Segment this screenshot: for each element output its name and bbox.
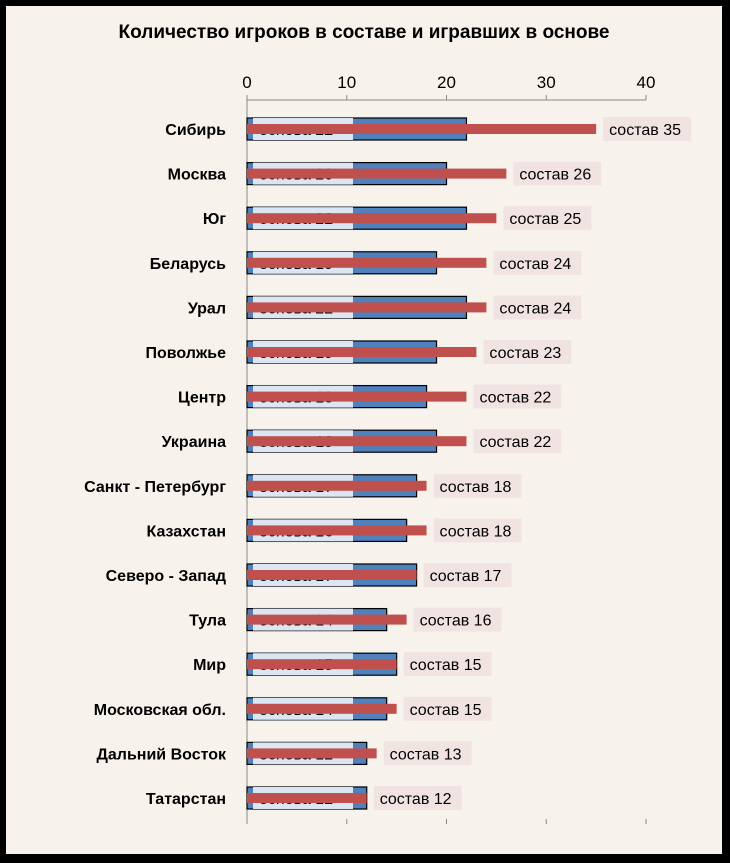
category-label: Северо - Запад [106,568,226,585]
category-label: Мир [193,657,226,674]
total-bar [247,480,427,491]
total-data-label: состав 35 [609,122,681,139]
category-label: Урал [188,300,226,317]
bar-chart: Количество игроков в составе и игравших … [84,22,692,824]
total-data-label: состав 23 [489,345,561,362]
total-data-label: состав 24 [499,256,571,273]
total-label-box [493,295,582,320]
total-label-box [433,518,522,543]
total-bar [247,659,397,670]
total-label-box [493,250,582,275]
category-label: Юг [203,211,227,228]
total-bar [247,793,367,803]
total-bar [247,614,407,625]
total-bar [247,168,507,179]
total-label-box [403,652,492,677]
total-data-label: состав 22 [479,434,551,451]
total-label-box [483,340,572,364]
total-bar [247,391,467,402]
category-label: Татарстан [146,791,226,808]
total-label-box [373,786,462,810]
category-label: Центр [178,390,226,407]
total-data-label: состав 26 [519,167,591,184]
total-bar [247,257,487,268]
total-data-label: состав 16 [420,613,492,630]
total-data-label: состав 25 [509,211,581,228]
total-data-label: состав 15 [410,657,482,674]
category-label: Санкт - Петербург [84,479,226,496]
category-label: Московская обл. [94,702,226,719]
category-label: Поволжье [145,345,226,362]
category-label: Казахстан [147,523,227,540]
total-bar [247,124,597,134]
total-data-label: состав 18 [440,523,512,540]
category-label: Москва [168,167,226,184]
total-data-label: состав 17 [430,568,502,585]
category-label: Беларусь [150,256,226,273]
plot-area: Сибирьоснова 22состав 35Москваоснова 20с… [84,117,692,810]
total-bar [247,436,467,447]
total-label-box [413,607,502,632]
total-label-box [423,563,512,587]
total-bar [247,748,377,759]
total-label-box [383,741,472,766]
category-label: Украина [162,434,227,451]
total-bar [247,347,477,357]
total-data-label: состав 13 [390,746,462,763]
total-bar [247,703,397,714]
x-tick-label: 0 [242,73,251,92]
total-data-label: состав 15 [410,702,482,719]
total-bar [247,525,427,536]
total-label-box [513,161,602,186]
x-tick-label: 10 [337,73,356,92]
total-bar [247,570,417,580]
total-label-box [403,696,492,721]
total-label-box [503,206,592,231]
total-bar [247,302,487,313]
x-tick-label: 40 [637,73,656,92]
category-label: Тула [189,613,226,630]
chart-title: Количество игроков в составе и игравших … [119,22,610,43]
total-data-label: состав 18 [440,479,512,496]
total-data-label: состав 12 [380,791,452,808]
chart-frame: Количество игроков в составе и игравших … [6,6,722,854]
category-label: Дальний Восток [97,746,227,763]
total-label-box [473,384,562,409]
total-data-label: состав 22 [479,390,551,407]
category-label: Сибирь [165,122,226,139]
total-label-box [603,117,692,141]
total-data-label: состав 24 [499,300,571,317]
x-tick-label: 20 [437,73,456,92]
total-label-box [473,429,562,454]
total-bar [247,213,497,224]
x-tick-label: 30 [537,73,556,92]
total-label-box [433,473,522,498]
